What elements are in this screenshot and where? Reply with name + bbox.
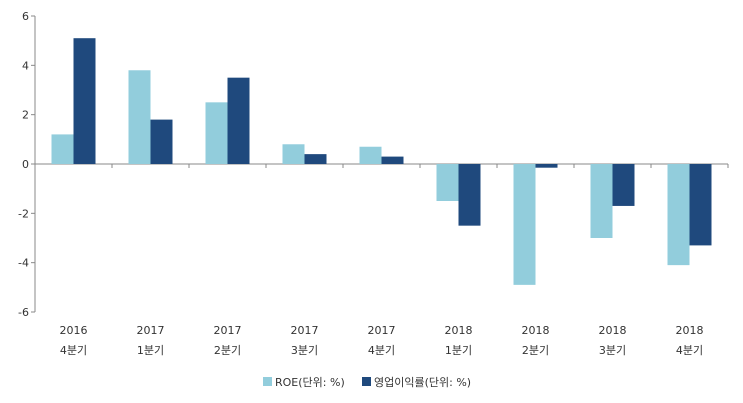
y-tick-label: 4	[22, 59, 29, 72]
y-tick-label: 2	[22, 109, 29, 122]
bar-roe	[282, 144, 305, 164]
bar-operating-margin	[458, 164, 481, 226]
bar-roe	[590, 164, 613, 238]
bars	[51, 38, 712, 285]
legend-item-operating-margin: 영업이익률(단위: %)	[362, 376, 471, 389]
x-tick-label-year: 2017	[214, 324, 242, 337]
x-tick-label-year: 2017	[368, 324, 396, 337]
x-tick-label-quarter: 3분기	[291, 344, 318, 357]
x-tick-label-quarter: 1분기	[445, 344, 472, 357]
legend-swatch	[362, 377, 371, 386]
legend-swatch	[263, 377, 272, 386]
x-tick-label-quarter: 2분기	[522, 344, 549, 357]
x-tick-label-quarter: 4분기	[676, 344, 703, 357]
bar-roe	[667, 164, 690, 266]
bar-operating-margin	[689, 164, 712, 246]
x-tick-label-quarter: 3분기	[599, 344, 626, 357]
bar-roe	[359, 146, 382, 164]
y-tick-label: -2	[18, 207, 29, 220]
y-tick-label: -6	[18, 306, 29, 319]
x-tick-label-year: 2018	[599, 324, 627, 337]
legend-item-roe: ROE(단위: %)	[263, 376, 345, 389]
x-tick-label-quarter: 2분기	[214, 344, 241, 357]
bar-roe	[436, 164, 459, 201]
x-tick-label-year: 2018	[445, 324, 473, 337]
legend-label: ROE(단위: %)	[275, 376, 345, 389]
bar-operating-margin	[381, 156, 404, 164]
bar-operating-margin	[304, 154, 327, 164]
x-tick-label-quarter: 1분기	[137, 344, 164, 357]
y-tick-label: 6	[22, 10, 29, 23]
x-tick-label-year: 2016	[60, 324, 88, 337]
x-tick-label-quarter: 4분기	[60, 344, 87, 357]
x-tick-label-year: 2018	[676, 324, 704, 337]
bar-operating-margin	[612, 164, 635, 206]
bar-roe	[128, 70, 151, 164]
y-tick-label: -4	[18, 257, 29, 270]
axis-labels: -6 -4 -2 0 2 4 6 2016 4분기 2017 1분기 2017 2분기 2017 3분기 20…	[18, 10, 703, 357]
x-tick-label-year: 2017	[291, 324, 319, 337]
bar-roe	[513, 164, 536, 285]
legend-label: 영업이익률(단위: %)	[374, 376, 471, 389]
legend: ROE(단위: %) 영업이익률(단위: %)	[263, 376, 471, 389]
bar-roe	[51, 134, 74, 164]
x-tick-label-year: 2018	[522, 324, 550, 337]
y-tick-label: 0	[22, 158, 29, 171]
bar-operating-margin	[73, 38, 96, 165]
bar-operating-margin	[227, 77, 250, 164]
bar-operating-margin	[535, 164, 558, 168]
x-tick-label-quarter: 4분기	[368, 344, 395, 357]
bar-roe	[205, 102, 228, 164]
bar-operating-margin	[150, 119, 173, 164]
x-tick-label-year: 2017	[137, 324, 165, 337]
